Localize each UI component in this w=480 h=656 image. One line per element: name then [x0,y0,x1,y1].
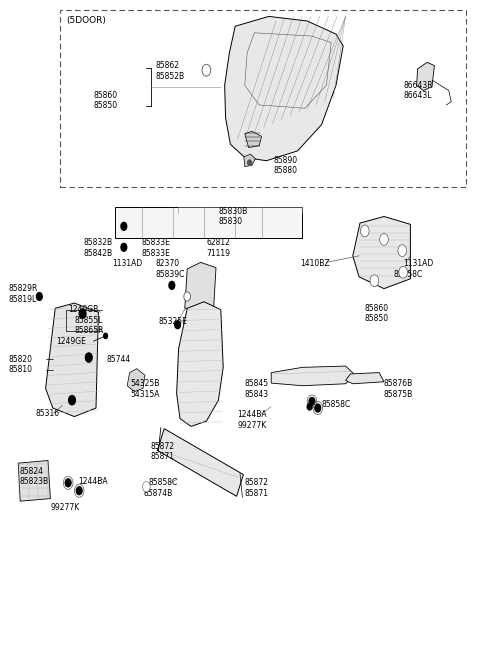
Text: 85872: 85872 [150,441,174,451]
Circle shape [370,275,379,287]
Text: 54325B: 54325B [131,379,160,388]
Text: 85860: 85860 [94,91,118,100]
Circle shape [398,245,407,256]
Text: 85829R: 85829R [9,284,38,293]
Text: 1131AD: 1131AD [403,259,433,268]
Polygon shape [417,62,434,91]
Text: 85858C: 85858C [394,270,423,279]
Polygon shape [46,303,98,417]
Bar [115,207,302,238]
Circle shape [121,243,127,251]
Circle shape [315,404,321,412]
Polygon shape [157,428,243,497]
Text: 85824: 85824 [19,466,43,476]
Text: 85820: 85820 [9,355,33,364]
Polygon shape [271,366,355,386]
Text: 85819L: 85819L [9,295,37,304]
Text: 1131AD: 1131AD [112,259,142,268]
Text: 85316: 85316 [36,409,60,418]
Text: 85833E: 85833E [142,238,170,247]
Circle shape [380,234,388,245]
Circle shape [65,479,71,487]
Polygon shape [245,131,262,148]
Polygon shape [177,302,223,426]
Text: 1249GB: 1249GB [69,305,99,314]
Text: 85832B: 85832B [84,238,113,247]
Circle shape [85,353,92,362]
Circle shape [175,321,180,329]
Text: 85858C: 85858C [322,400,351,409]
Polygon shape [185,262,216,314]
Polygon shape [225,16,343,161]
Circle shape [36,293,42,300]
Text: 85855L: 85855L [74,316,103,325]
Circle shape [204,67,209,73]
Text: 85871: 85871 [245,489,269,498]
Text: 85874B: 85874B [144,489,173,498]
Text: 82370: 82370 [156,259,180,268]
Text: 1244BA: 1244BA [238,410,267,419]
Circle shape [169,281,175,289]
Text: 85839C: 85839C [156,270,185,279]
Text: 99277K: 99277K [50,503,80,512]
Bar [60,10,466,187]
Text: 85860: 85860 [365,304,389,313]
Circle shape [360,225,369,237]
Text: 85890: 85890 [274,155,298,165]
Polygon shape [244,154,255,167]
Polygon shape [18,461,50,501]
Text: 1410BZ: 1410BZ [300,259,330,268]
Circle shape [248,160,252,165]
Text: 85876B: 85876B [384,379,413,388]
Text: 85852B: 85852B [156,72,185,81]
Circle shape [399,266,408,278]
Text: 85875B: 85875B [384,390,413,399]
Text: 85744: 85744 [107,355,131,364]
Text: 62812: 62812 [206,238,230,247]
Text: 85858C: 85858C [149,478,178,487]
Circle shape [143,482,150,492]
Circle shape [76,487,82,495]
Circle shape [104,333,108,338]
Text: 71119: 71119 [206,249,230,258]
Text: 85843: 85843 [245,390,269,399]
Text: 1249GE: 1249GE [57,337,86,346]
Text: 85850: 85850 [94,101,118,110]
Text: 85830B: 85830B [218,207,248,216]
Circle shape [307,403,312,410]
Text: 85842B: 85842B [84,249,113,258]
Text: 86643L: 86643L [403,91,432,100]
Text: 85850: 85850 [365,314,389,323]
Circle shape [69,396,75,405]
Polygon shape [346,373,384,384]
Circle shape [202,64,211,76]
Text: 85810: 85810 [9,365,33,375]
Text: (5DOOR): (5DOOR) [66,16,106,26]
Text: 85830: 85830 [218,217,242,226]
Text: 85823B: 85823B [19,477,48,486]
Text: 85325E: 85325E [158,317,187,326]
Text: 85871: 85871 [150,452,174,461]
Circle shape [184,292,191,301]
Polygon shape [353,216,410,289]
Circle shape [309,398,315,405]
Circle shape [144,483,149,490]
Text: 85833E: 85833E [142,249,170,258]
Text: 54315A: 54315A [131,390,160,399]
Text: 85862: 85862 [156,61,180,70]
Circle shape [121,222,127,230]
Text: 86643R: 86643R [403,81,433,90]
Text: 85845: 85845 [245,379,269,388]
Text: 85880: 85880 [274,166,298,175]
Text: 99277K: 99277K [238,420,267,430]
Text: 1244BA: 1244BA [78,477,108,486]
Polygon shape [127,369,145,392]
Text: 85865R: 85865R [74,326,104,335]
Text: 85872: 85872 [245,478,269,487]
Circle shape [79,309,86,318]
